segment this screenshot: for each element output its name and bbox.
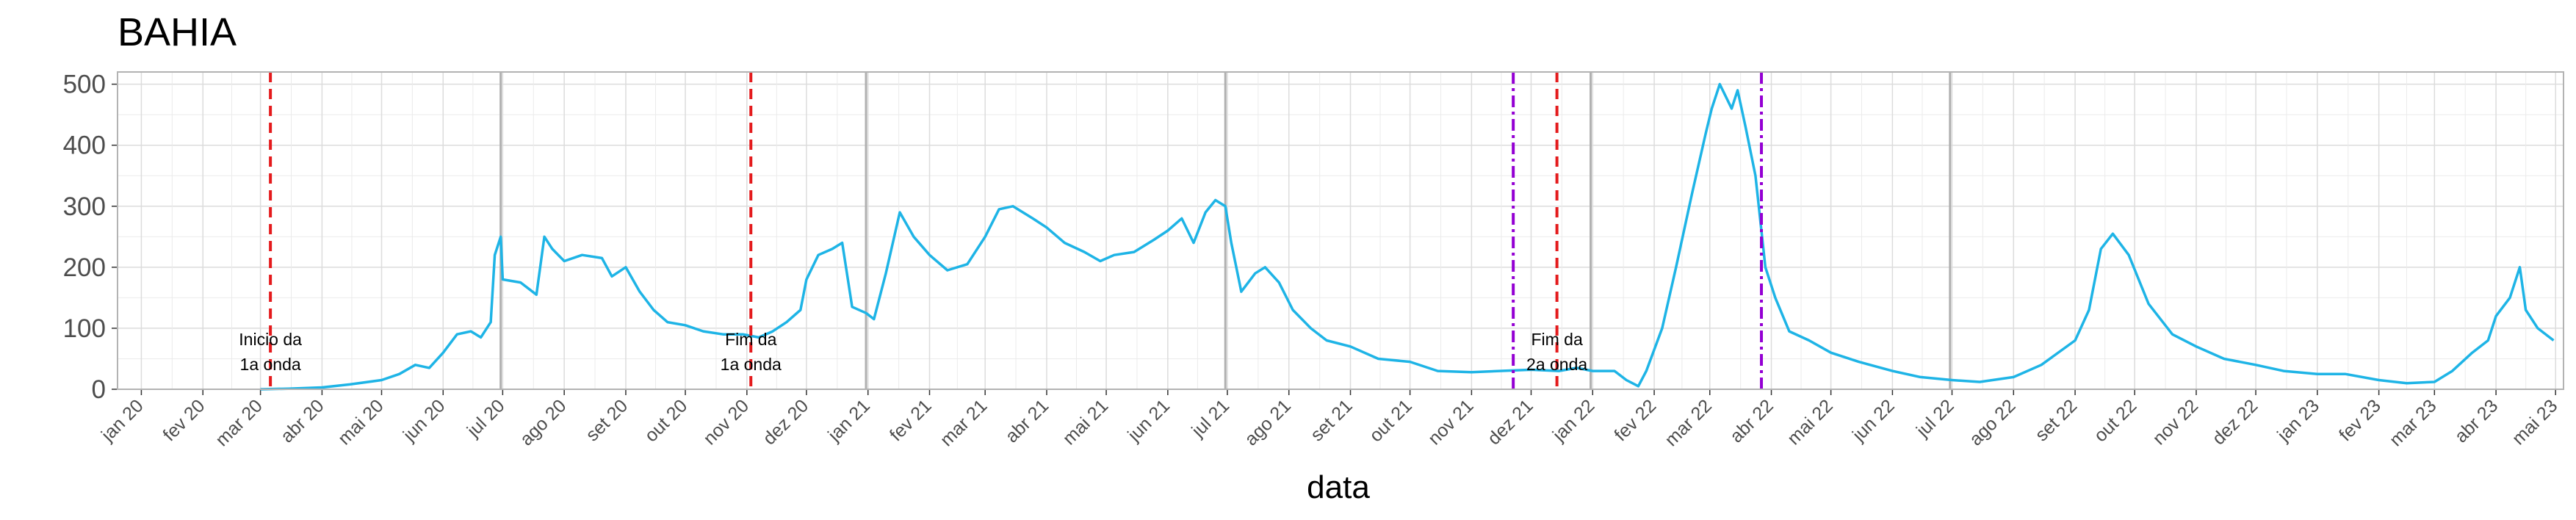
x-tick-label: jul 21 xyxy=(1187,395,1233,441)
grid xyxy=(118,72,2564,390)
annotation-label: 1a onda xyxy=(721,355,782,374)
panel-border xyxy=(117,71,2564,390)
x-tick-label: abr 20 xyxy=(277,395,328,447)
x-tick-label: set 20 xyxy=(582,395,632,445)
x-tick-label: jun 20 xyxy=(399,395,450,446)
x-tick-label: mar 23 xyxy=(2386,395,2441,450)
x-tick-label: mar 21 xyxy=(937,395,992,450)
x-tick-label: dez 22 xyxy=(2208,395,2262,449)
x-tick-label: out 21 xyxy=(1365,395,1416,446)
x-tick-label: dez 20 xyxy=(759,395,812,449)
x-tick-label: set 22 xyxy=(2031,395,2081,445)
x-tick-label: ago 20 xyxy=(516,395,571,449)
x-tick-label: jan 23 xyxy=(2273,395,2323,446)
x-tick-label: nov 21 xyxy=(1424,395,1478,449)
x-tick-label: fev 22 xyxy=(1610,395,1660,445)
y-tick-label: 200 xyxy=(63,253,106,282)
x-tick-label: nov 20 xyxy=(699,395,753,449)
x-tick-label: jun 22 xyxy=(1848,395,1899,446)
x-tick-label: fev 23 xyxy=(2335,395,2385,445)
series-line xyxy=(260,82,2555,391)
y-tick-label: 300 xyxy=(63,192,106,221)
x-tick-label: mar 20 xyxy=(212,395,267,450)
annotation-label: Fim da xyxy=(1531,330,1583,349)
x-tick-label: fev 20 xyxy=(159,395,209,445)
annotation-label: Fim da xyxy=(725,330,777,349)
x-tick-label: jun 21 xyxy=(1123,395,1174,446)
x-tick-label: nov 22 xyxy=(2149,395,2202,449)
x-tick-label: abr 23 xyxy=(2450,395,2502,447)
y-tick-label: 100 xyxy=(63,314,106,343)
annotations: Inicio da 1a onda Fim da 1a onda Fim da 2a on… xyxy=(239,330,1587,374)
x-tick-label: abr 22 xyxy=(1726,395,1778,447)
x-tick-label: out 20 xyxy=(641,395,691,446)
annotation-label: 1a onda xyxy=(240,355,301,374)
x-tick-label: mar 22 xyxy=(1661,395,1716,450)
x-tick-label: jul 22 xyxy=(1912,395,1958,441)
y-axis: 0 100 200 300 400 500 xyxy=(63,71,118,404)
x-tick-label: jul 20 xyxy=(463,395,509,441)
x-tick-label: out 22 xyxy=(2090,395,2140,446)
x-tick-label: mai 22 xyxy=(1783,395,1837,449)
x-tick-label: set 21 xyxy=(1307,395,1357,445)
y-tick-label: 500 xyxy=(63,71,106,99)
y-tick-label: 0 xyxy=(92,375,106,404)
x-tick-label: jan 21 xyxy=(823,395,874,446)
semester-lines xyxy=(499,72,1952,389)
annotation-label: 2a onda xyxy=(1526,355,1587,374)
x-tick-label: mai 20 xyxy=(334,395,388,449)
x-tick-label: ago 21 xyxy=(1241,395,1295,449)
x-axis: jan 20 fev 20 mar 20 abr 20 mai 20 jun 20 jul … xyxy=(97,389,2561,450)
x-tick-label: ago 22 xyxy=(1966,395,2020,449)
wave-markers xyxy=(269,72,1764,389)
y-tick-label: 400 xyxy=(63,131,106,160)
x-tick-label: mai 21 xyxy=(1058,395,1112,449)
x-tick-label: fev 21 xyxy=(886,395,936,445)
x-axis-label: data xyxy=(1307,469,1370,505)
chart-title: BAHIA xyxy=(118,10,237,54)
annotation-label: Inicio da xyxy=(239,330,302,349)
x-tick-label: abr 21 xyxy=(1001,395,1053,447)
x-tick-label: mai 23 xyxy=(2508,395,2562,449)
x-tick-label: dez 21 xyxy=(1484,395,1537,449)
series xyxy=(260,82,2555,391)
x-tick-label: jan 22 xyxy=(1548,395,1599,446)
